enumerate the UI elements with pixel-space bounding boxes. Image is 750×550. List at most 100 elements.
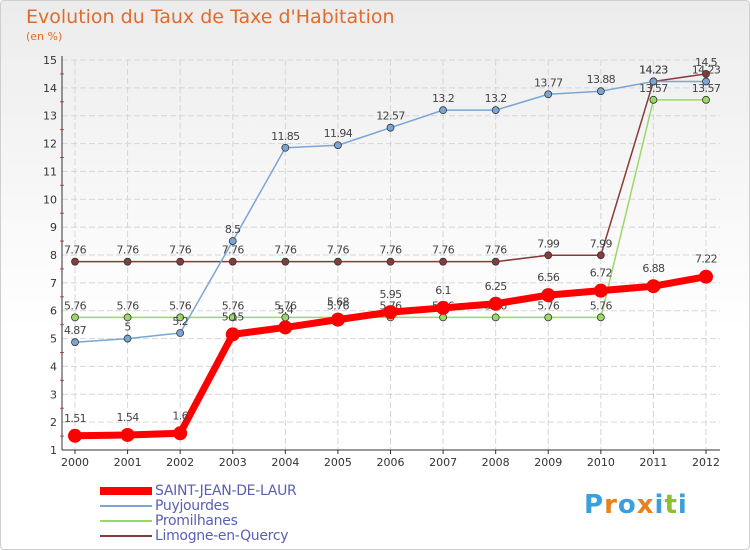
data-label: 6.25 <box>485 280 508 293</box>
data-label: 13.2 <box>432 92 454 105</box>
legend-item: Limogne-en-Quercy <box>100 527 296 544</box>
data-point <box>439 106 447 115</box>
data-label: 5.76 <box>274 299 297 312</box>
data-point <box>120 427 135 442</box>
y-tick-label: 2 <box>50 416 57 429</box>
y-tick-label: 9 <box>50 221 57 234</box>
data-label: 6.88 <box>642 262 665 275</box>
x-tick-label: 2011 <box>639 456 667 469</box>
data-point <box>439 257 447 266</box>
data-point <box>702 70 710 78</box>
data-label: 6.56 <box>537 271 560 284</box>
data-label: 13.57 <box>692 82 721 95</box>
data-label: 5.76 <box>117 299 140 312</box>
y-tick-label: 7 <box>50 277 57 290</box>
x-tick-label: 2012 <box>692 456 720 469</box>
data-point <box>225 327 240 342</box>
legend-label: Limogne-en-Quercy <box>155 527 289 544</box>
legend-swatch <box>100 504 152 507</box>
data-point <box>596 313 605 322</box>
data-point <box>71 338 79 347</box>
data-label: 7.76 <box>379 244 402 257</box>
chart-legend: SAINT-JEAN-DE-LAUR Puyjourdes Promilhanes L… <box>100 482 297 544</box>
data-label: 5 <box>124 321 131 334</box>
data-point <box>278 320 293 335</box>
logo-letter: i <box>677 490 688 520</box>
data-point <box>383 305 398 320</box>
data-label: 5.76 <box>64 299 87 312</box>
logo-letter: P <box>584 490 605 520</box>
legend-swatch <box>100 519 152 522</box>
x-tick-label: 2008 <box>482 456 510 469</box>
data-point <box>334 141 342 150</box>
y-tick-label: 15 <box>43 54 57 67</box>
data-point <box>699 269 713 284</box>
y-tick-label: 8 <box>50 249 57 262</box>
data-label: 5.76 <box>169 299 192 312</box>
data-point <box>649 95 658 104</box>
data-point <box>488 296 503 311</box>
data-label: 7.76 <box>117 244 140 257</box>
chart-subtitle: (en %) <box>26 30 63 43</box>
data-label: 12.57 <box>376 110 405 123</box>
data-point <box>173 426 188 441</box>
data-point <box>491 106 500 115</box>
data-point <box>176 329 185 337</box>
y-tick-label: 14 <box>43 82 57 95</box>
data-point <box>491 257 500 266</box>
x-tick-label: 2002 <box>166 456 194 469</box>
data-point <box>436 300 451 315</box>
data-point <box>228 237 237 245</box>
y-tick-label: 1 <box>50 444 57 457</box>
data-point <box>593 283 608 298</box>
data-point <box>702 95 710 104</box>
x-tick-label: 2003 <box>219 456 247 469</box>
legend-item: Promilhanes <box>100 512 296 529</box>
data-label: 8.5 <box>225 223 241 236</box>
data-label: 13.57 <box>639 82 668 95</box>
data-label: 11.85 <box>271 130 300 143</box>
legend-label: Puyjourdes <box>155 497 229 514</box>
logo-letter: r <box>604 490 618 520</box>
data-label: 14.5 <box>695 56 718 69</box>
y-tick-label: 3 <box>50 388 57 401</box>
legend-label: Promilhanes <box>155 512 238 529</box>
data-label: 5.2 <box>172 315 188 328</box>
data-label: 7.76 <box>485 244 508 257</box>
data-label: 13.77 <box>534 76 563 89</box>
data-point <box>123 313 132 322</box>
data-label: 7.76 <box>327 244 350 257</box>
logo-letter: o <box>617 490 637 520</box>
data-point <box>68 428 82 443</box>
data-point <box>596 87 605 96</box>
y-tick-label: 12 <box>43 138 57 151</box>
data-label: 11.94 <box>324 127 353 140</box>
data-point <box>544 90 553 99</box>
data-label: 1.51 <box>64 412 86 425</box>
data-label: 5.76 <box>590 299 613 312</box>
legend-swatch <box>100 534 152 537</box>
data-point <box>544 251 553 260</box>
data-point <box>386 257 395 266</box>
legend-label: SAINT-JEAN-DE-LAUR <box>155 482 297 499</box>
y-tick-label: 4 <box>50 360 57 373</box>
data-point <box>649 77 658 86</box>
data-label: 5.95 <box>379 288 402 301</box>
legend-swatch <box>100 486 152 495</box>
x-tick-label: 2006 <box>377 456 405 469</box>
data-label: 14.23 <box>639 63 668 76</box>
x-tick-label: 2009 <box>534 456 562 469</box>
data-point <box>176 257 185 266</box>
data-point <box>228 313 237 322</box>
y-tick-label: 6 <box>50 305 57 318</box>
data-label: 7.76 <box>432 244 455 257</box>
legend-item: Puyjourdes <box>100 497 296 514</box>
data-label: 5.76 <box>222 299 245 312</box>
data-label: 14.23 <box>692 63 721 76</box>
data-point <box>281 257 290 266</box>
x-tick-label: 2004 <box>271 456 299 469</box>
x-tick-label: 2007 <box>429 456 457 469</box>
data-label: 6.1 <box>435 284 451 297</box>
